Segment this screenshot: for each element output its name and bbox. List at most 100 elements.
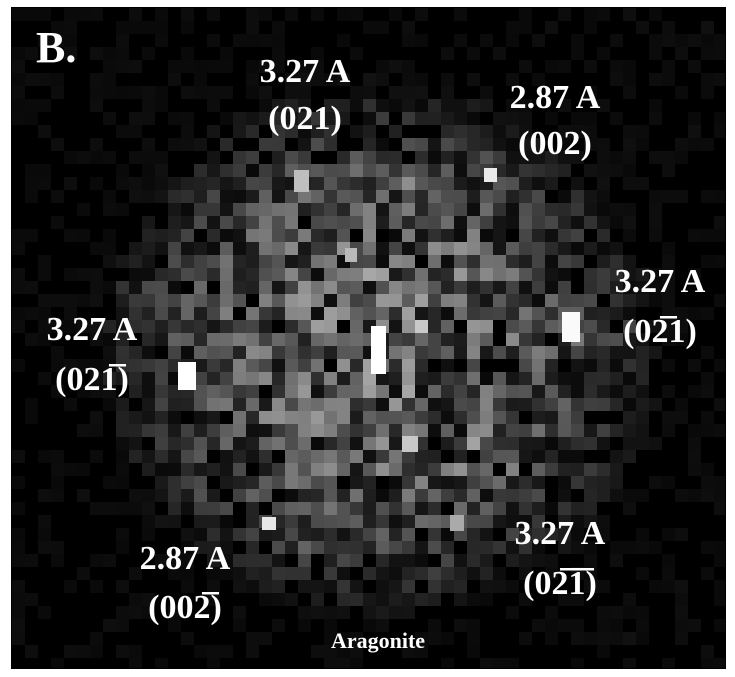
- pixel: [220, 398, 233, 411]
- pixel: [220, 86, 233, 99]
- pixel: [454, 203, 467, 216]
- pixel: [129, 593, 142, 606]
- pixel: [662, 21, 675, 34]
- pixel: [259, 372, 272, 385]
- pixel: [402, 320, 415, 333]
- pixel: [610, 112, 623, 125]
- pixel: [38, 606, 51, 619]
- pixel: [545, 203, 558, 216]
- pixel: [623, 372, 636, 385]
- pixel: [90, 151, 103, 164]
- pixel: [493, 255, 506, 268]
- pixel: [428, 151, 441, 164]
- pixel: [389, 177, 402, 190]
- pixel: [259, 567, 272, 580]
- pixel: [246, 307, 259, 320]
- pixel: [168, 255, 181, 268]
- pixel: [454, 177, 467, 190]
- pixel: [129, 359, 142, 372]
- pixel: [272, 333, 285, 346]
- pixel: [415, 151, 428, 164]
- pixel: [220, 216, 233, 229]
- pixel: [532, 372, 545, 385]
- pixel: [649, 437, 662, 450]
- pixel: [207, 242, 220, 255]
- pixel: [649, 8, 662, 21]
- pixel: [597, 242, 610, 255]
- pixel: [194, 398, 207, 411]
- pixel: [181, 203, 194, 216]
- pixel: [389, 580, 402, 593]
- pixel: [272, 398, 285, 411]
- pixel: [623, 632, 636, 645]
- pixel: [207, 541, 220, 554]
- pixel: [51, 216, 64, 229]
- pixel: [168, 502, 181, 515]
- pixel: [584, 138, 597, 151]
- pixel: [623, 333, 636, 346]
- pixel: [90, 385, 103, 398]
- pixel: [77, 567, 90, 580]
- pixel: [688, 307, 701, 320]
- pixel: [389, 554, 402, 567]
- pixel: [220, 372, 233, 385]
- pixel: [649, 47, 662, 60]
- pixel: [51, 73, 64, 86]
- pixel: [402, 567, 415, 580]
- pixel: [584, 632, 597, 645]
- pixel: [311, 112, 324, 125]
- pixel: [337, 268, 350, 281]
- pixel: [298, 359, 311, 372]
- pixel: [402, 528, 415, 541]
- pixel: [402, 450, 415, 463]
- pixel: [441, 47, 454, 60]
- pixel: [285, 281, 298, 294]
- pixel: [428, 229, 441, 242]
- pixel: [519, 268, 532, 281]
- pixel: [480, 554, 493, 567]
- pixel: [25, 645, 38, 658]
- pixel: [12, 60, 25, 73]
- pixel: [337, 333, 350, 346]
- pixel: [142, 346, 155, 359]
- pixel: [246, 411, 259, 424]
- pixel: [51, 138, 64, 151]
- pixel: [584, 242, 597, 255]
- pixel: [259, 580, 272, 593]
- pixel: [259, 632, 272, 645]
- pixel: [402, 463, 415, 476]
- pixel: [311, 528, 324, 541]
- pixel: [298, 333, 311, 346]
- pixel: [493, 476, 506, 489]
- pixel: [441, 177, 454, 190]
- pixel: [649, 151, 662, 164]
- pixel: [155, 372, 168, 385]
- pixel: [662, 34, 675, 47]
- pixel: [285, 359, 298, 372]
- pixel: [345, 248, 357, 262]
- pixel: [103, 112, 116, 125]
- pixel: [402, 424, 415, 437]
- pixel: [220, 424, 233, 437]
- pixel: [38, 541, 51, 554]
- pixel: [506, 333, 519, 346]
- pixel: [220, 229, 233, 242]
- pixel: [519, 528, 532, 541]
- pixel: [441, 190, 454, 203]
- pixel: [77, 463, 90, 476]
- pixel: [12, 502, 25, 515]
- pixel: [532, 151, 545, 164]
- pixel: [311, 216, 324, 229]
- pixel: [558, 255, 571, 268]
- pixel: [467, 242, 480, 255]
- pixel: [246, 268, 259, 281]
- pixel: [701, 372, 714, 385]
- pixel: [129, 60, 142, 73]
- pixel: [376, 294, 389, 307]
- pixel: [675, 333, 688, 346]
- pixel: [519, 333, 532, 346]
- pixel: [584, 112, 597, 125]
- pixel: [272, 203, 285, 216]
- pixel: [155, 281, 168, 294]
- pixel: [77, 385, 90, 398]
